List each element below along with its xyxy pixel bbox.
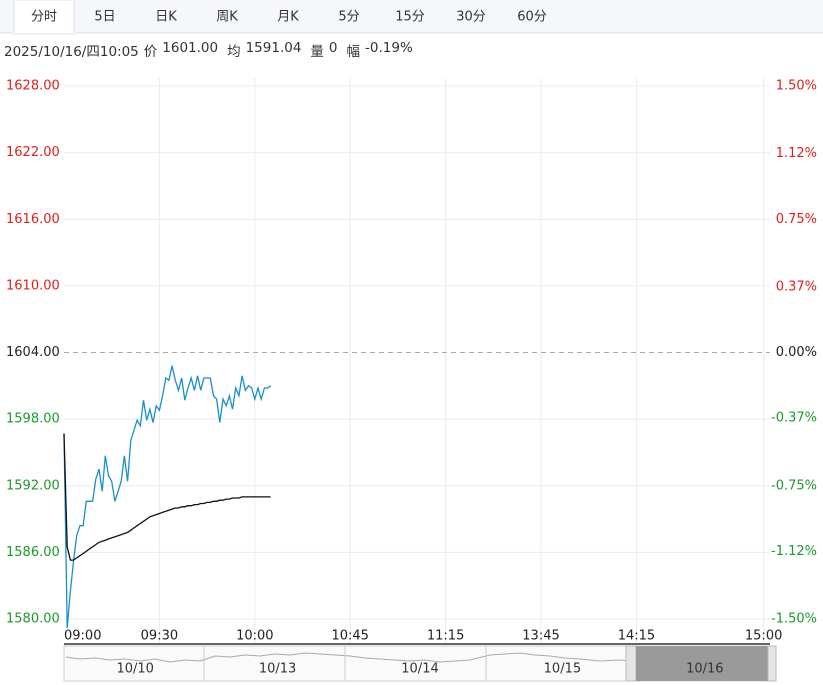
info-datetime: 2025/10/16/四10:05	[4, 44, 139, 60]
tab[interactable]: 60分	[517, 10, 547, 25]
info-line: 2025/10/16/四10:05 价 1601.00 均 1591.04 量 0 幅 -0.…	[4, 40, 422, 60]
tab-bar	[0, 0, 823, 33]
info-value: 1601.00	[162, 40, 219, 56]
plot: 09:00 09:30 10:00 10:45 11:15 13:45 14:15 15:00…	[6, 78, 817, 645]
x-tick-label: 15:00	[745, 629, 782, 644]
y2-tick-label: -0.75%	[771, 478, 817, 493]
x-tick-label: 09:00	[64, 629, 101, 644]
y-tick-label: 1616.00	[6, 212, 60, 227]
y2-tick-label: 0.75%	[776, 212, 817, 227]
tab[interactable]: 15分	[395, 10, 425, 25]
tab[interactable]: 月K	[277, 10, 299, 25]
tab[interactable]: 周K	[216, 10, 238, 25]
info-field: 均 1591.04	[227, 40, 306, 60]
y-tick-label: 1598.00	[6, 412, 60, 427]
y2-tick-label: 1.12%	[776, 146, 817, 161]
navigator-date: 10/10	[116, 662, 153, 677]
info-label: 均	[227, 44, 241, 60]
navigator-date: 10/15	[544, 662, 581, 677]
navigator-handle[interactable]	[767, 645, 777, 682]
x-tick-label: 11:15	[427, 629, 464, 644]
x-tick-label: 13:45	[522, 629, 559, 644]
y2-tick-label: 1.50%	[776, 79, 817, 94]
y2-tick-label: 0.37%	[776, 279, 817, 294]
y-tick-label: 1604.00	[6, 345, 60, 360]
navigator-window[interactable]	[636, 646, 768, 681]
tab[interactable]: 日K	[155, 10, 177, 25]
y2-tick-label: -1.12%	[771, 544, 817, 559]
x-tick-label: 14:15	[618, 629, 655, 644]
info-value: -0.19%	[365, 40, 413, 56]
info-value: 1591.04	[245, 40, 302, 56]
y2-tick-label: -1.50%	[771, 612, 817, 627]
y-tick-label: 1580.00	[6, 612, 60, 627]
navigator-date: 10/13	[259, 662, 296, 677]
info-field: 价 1601.00	[144, 40, 223, 60]
tab[interactable]: 5分	[338, 10, 359, 25]
y2-tick-label: 0.00%	[776, 345, 817, 360]
navigator-handle[interactable]	[625, 645, 637, 682]
tab[interactable]: 30分	[456, 10, 486, 25]
x-tick-label: 10:45	[331, 629, 368, 644]
info-value: 0	[328, 40, 338, 56]
info-label: 幅	[346, 44, 361, 60]
y-tick-label: 1586.00	[6, 545, 60, 560]
tab[interactable]: 5日	[94, 10, 115, 25]
x-tick-label: 09:30	[141, 629, 178, 644]
tab[interactable]: 分时	[31, 10, 57, 25]
navigator: 10/10 10/13 10/14 10/15 10/16	[63, 645, 777, 682]
x-tick-label: 10:00	[236, 629, 273, 644]
info-label: 量	[310, 44, 324, 60]
info-label: 价	[143, 44, 158, 60]
tabs: 分时 5日 日K 周K 月K 5分 15分 30分 60分	[13, 0, 547, 35]
navigator-date: 10/14	[401, 662, 438, 677]
y-tick-label: 1622.00	[6, 145, 60, 160]
navigator-sparkline	[65, 652, 669, 663]
y-tick-label: 1628.00	[6, 79, 60, 94]
y2-tick-label: -0.37%	[771, 411, 817, 426]
series-line	[63, 365, 272, 628]
series-line	[63, 433, 271, 561]
y-tick-label: 1592.00	[6, 478, 60, 493]
info-field: 幅 -0.19%	[347, 40, 418, 60]
navigator-date: 10/16	[686, 662, 723, 677]
tab-selected-bg	[13, 0, 75, 35]
y-tick-label: 1610.00	[6, 278, 60, 293]
